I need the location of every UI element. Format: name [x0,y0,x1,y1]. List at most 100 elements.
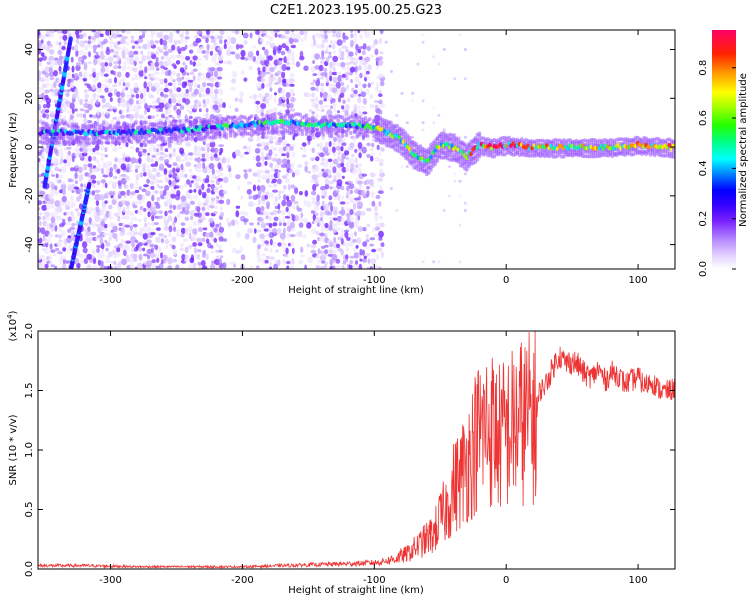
spectrogram-cell [177,98,182,105]
spectrogram-cell [192,61,196,67]
spectrogram-cell [335,258,341,264]
spectrogram-cell [172,167,176,174]
spectrogram-cell [318,100,324,105]
spectrogram-cell [209,87,214,94]
spectrogram-cell [156,46,161,51]
spectrogram-cell [196,30,203,36]
spectrogram-cell [159,155,164,161]
spectrogram-cell [137,199,143,205]
spectrogram-cell [146,201,152,208]
spectrogram-cell [78,140,83,145]
spectrogram-cell [357,180,363,185]
spectrogram-cell [200,260,206,267]
spectrogram-cell [272,209,278,215]
spectrogram-cell [310,227,317,235]
spectrogram-cell [62,180,66,185]
spectrogram-cell [291,61,296,66]
spectrogram-cell [351,111,354,116]
spectrogram-cell [336,264,341,269]
spectrogram-cell [87,207,94,213]
spectrogram-cell [196,162,202,169]
spectrogram-cell [38,118,43,124]
spectrogram-cell [303,34,308,41]
spectrogram-cell [257,229,262,233]
spectrogram-cell [362,258,367,263]
spectrogram-cell [49,223,54,228]
spectrogram-cell [373,100,379,103]
spectrogram-cell [133,56,140,62]
spectrogram-cell [269,87,273,92]
spectrogram-cell [195,38,202,43]
spectrogram-cell [116,47,122,51]
spectrogram-cell [340,50,345,58]
spectrogram-cell [205,87,211,95]
spectrogram-cell [187,80,194,88]
spectrogram-cell [311,92,316,98]
spectrogram-cell [129,230,136,237]
spectrogram-cell [362,249,365,256]
spectrogram-cell [179,105,185,110]
spectrogram-cell [374,104,379,110]
spectrogram-cell [168,88,173,93]
spectrogram-cell [150,163,156,168]
spectrogram-cell [289,234,296,238]
spectrogram-cell [92,147,96,153]
spectrogram-cell [353,221,360,228]
spectrogram-cell [303,65,309,71]
spectrogram-cell [353,247,357,254]
spectrogram-cell [192,55,198,61]
spectrogram-cell [379,222,385,228]
spectrogram-cell [139,172,144,178]
spectrogram-cell [337,74,343,83]
spectrogram-cell [128,50,135,58]
spectrogram-cell [357,105,361,110]
spectrogram-cell [209,231,214,238]
spectrogram-cell [343,229,350,233]
spectrogram-cell [108,171,113,178]
spectrogram-cell [335,171,342,179]
spectrogram-cell [180,37,184,44]
spectrogram-cell [348,158,355,165]
spectrogram-cell [259,169,264,174]
spectrogram-cell [121,87,125,94]
spectrogram-cell [330,134,334,139]
spectrogram-cell [225,40,231,46]
spectrogram-cell [41,258,48,263]
spectrogram-cell [340,232,345,238]
spectrogram-cell [354,260,359,265]
spectrogram-cell [58,41,62,46]
spectrogram-cell [133,231,139,236]
spectrogram-cell [160,259,164,265]
spectrogram-cell [254,129,258,134]
spectrogram-cell [116,34,123,38]
spectrogram-heatmap [38,30,675,269]
spectrogram-cell [378,90,382,93]
spectrogram-cell [365,245,370,249]
spectrogram-cell [184,182,188,188]
spectrogram-cell [358,163,362,167]
spectrogram-cell [142,43,149,50]
spectrogram-cell [286,265,290,269]
spectrogram-cell [74,172,78,180]
spectrogram-cell [38,177,43,182]
spectrogram-cell [150,143,155,147]
spectrogram-cell [176,87,182,93]
spectrogram-cell [277,76,282,84]
spectrogram-cell [101,248,105,254]
spectrogram-cell [112,146,118,153]
spectrogram-cell [132,253,138,260]
spectrogram-cell [408,135,412,140]
spectrogram-cell [361,106,367,109]
spectrogram-cell [180,247,184,252]
spectrogram-cell [274,259,279,264]
spectrogram-cell [143,172,147,177]
spectrogram-cell [331,253,338,261]
spectrogram-cell [155,51,159,56]
spectrogram-cell [182,61,186,66]
spectrogram-cell [328,44,332,48]
spectrogram-cell [139,163,144,167]
spectrogram-cell [94,215,101,223]
spectrogram-cell [143,216,147,223]
spectrogram-cell [121,109,125,114]
spectrogram-cell [370,43,376,49]
